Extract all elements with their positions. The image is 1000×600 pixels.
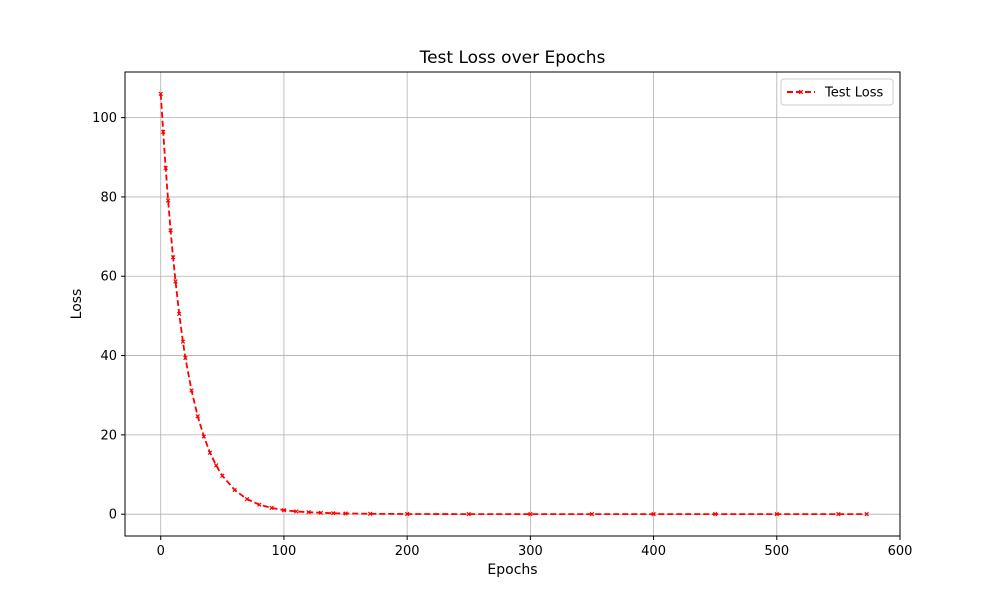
legend-entry-label: Test Loss [824,86,883,101]
data-point-marker [589,511,595,517]
data-point-marker [367,511,373,517]
data-point-marker [168,228,173,233]
data-point-marker [176,311,182,317]
x-axis-label: Epochs [487,562,537,578]
data-point-marker [528,511,533,517]
x-tick-label: 0 [157,544,165,559]
y-tick-label: 100 [92,111,117,126]
data-point-marker [318,510,324,516]
series-markers [158,91,869,517]
data-point-marker [195,414,200,419]
y-tick-label: 80 [100,190,117,205]
y-tick-label: 60 [100,270,117,285]
data-point-marker [189,388,194,393]
y-tick-label: 20 [100,428,117,443]
data-point-marker [836,511,841,517]
x-tick-label: 400 [641,544,666,559]
data-point-marker [173,279,178,284]
x-tick-label: 200 [395,544,420,559]
series-line [159,93,867,516]
data-point-marker [466,511,471,517]
data-point-marker [232,487,237,493]
x-tick-label: 300 [518,544,543,559]
data-point-marker [294,509,299,514]
data-point-marker [207,450,213,455]
data-point-marker [163,165,168,171]
legend: Test Loss [780,78,894,106]
y-axis-label: Loss [69,289,85,320]
y-tick-label: 40 [100,349,117,364]
series-layer [158,91,869,517]
y-tick-label: 0 [109,508,117,523]
data-point-marker [281,507,287,513]
data-point-marker [306,509,311,515]
data-point-marker [864,511,869,517]
legend-marker-icon [798,89,804,95]
x-tick-label: 600 [888,544,913,559]
data-point-marker [774,511,780,517]
data-point-marker [269,505,274,511]
data-point-marker [331,510,336,516]
legend-box [780,78,894,106]
plot-frame [124,71,901,537]
data-point-marker [180,339,186,344]
x-tick-label: 100 [272,544,297,559]
data-point-marker [165,198,171,203]
data-point-marker [183,355,188,361]
x-tick-label: 500 [764,544,789,559]
data-point-marker [220,473,225,478]
data-point-marker [712,511,718,517]
data-point-marker [651,511,656,517]
grid-lines [125,72,901,536]
data-point-marker [160,129,166,135]
data-point-marker [404,511,410,517]
axis-ticks: 0 100 200 300 400 500 600 0 20 40 60 80 100 [92,111,912,559]
chart-title: Test Loss over Epochs [419,48,606,68]
data-point-marker [170,254,176,260]
data-point-marker [158,91,163,97]
data-point-marker [244,496,250,502]
data-point-marker [343,511,348,516]
data-point-marker [201,434,207,439]
plot-area [125,72,900,536]
data-point-marker [257,502,262,507]
data-point-marker [213,463,219,468]
